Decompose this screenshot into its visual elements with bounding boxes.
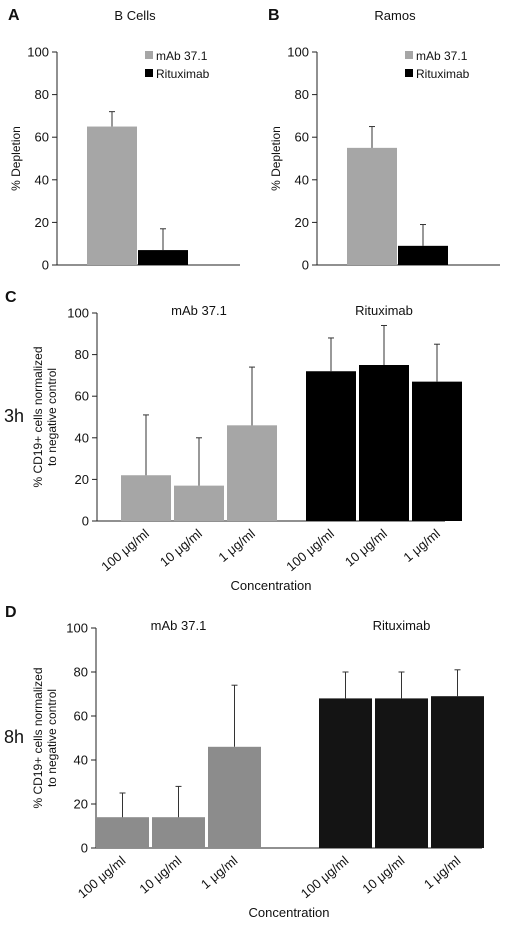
panel-b-y-tick-label: 40 [295,172,309,187]
panel-d-container: 0 20 40 60 80 100 D 8h % CD19+ cells normalized t… [0,600,520,929]
panel-b-y-tick-label: 80 [295,87,309,102]
panel-b-title: Ramos [374,8,416,23]
panel-a-title: B Cells [114,8,156,23]
panel-c-mab-bar [121,475,171,521]
panel-b-rituximab-bar [398,245,448,265]
panel-a-legend-swatch [145,69,153,77]
panel-c-rituximab-bar [306,371,356,521]
panel-c-y-tick-label: 60 [75,389,89,404]
panel-b-legend-swatch [405,69,413,77]
chart-b: 0 20 40 60 80 100 B Ramos % Depletion mAb 37.1 Rit… [268,7,500,273]
panel-c-y-axis-label-line1: % CD19+ cells normalized [31,346,45,487]
panel-a-y-axis-label: % Depletion [9,126,23,191]
panel-c-x-tick-label: 100 μg/ml [283,526,337,574]
panel-b-y-tick-label: 20 [295,215,309,230]
panel-c-y-tick-label: 0 [82,514,89,529]
panel-a-mab-bar [87,126,137,265]
panel-d-y-tick-label: 40 [74,753,88,768]
panel-b-legend-swatch [405,51,413,59]
panel-d-rituximab-bar [431,696,484,848]
panel-c-x-tick-label: 100 μg/ml [98,526,152,574]
panel-a-panel-label: A [8,7,20,24]
panel-d-y-tick-label: 0 [81,841,88,856]
panel-d-panel-label: D [5,604,17,621]
panel-a-y-tick-label: 0 [42,258,49,273]
panel-a-y-tick-label: 60 [35,130,49,145]
panel-d-x-tick-label: 100 μg/ml [298,853,352,901]
panel-a-legend-swatch [145,51,153,59]
panel-d-x-tick-label: 10 μg/ml [359,853,407,897]
panel-d-x-tick-label: 1 μg/ml [198,853,241,892]
panel-c-time-label: 3h [4,406,24,426]
chart-c: 0 20 40 60 80 100 C 3h % CD19+ cells normalized t… [4,289,462,593]
panel-d-y-tick-label: 20 [74,797,88,812]
panel-a-y-tick-label: 20 [35,215,49,230]
panel-a-legend-label: Rituximab [156,67,210,81]
panel-a-y-tick-label: 40 [35,172,49,187]
panel-c-y-tick-label: 40 [75,430,89,445]
chart-d: 0 20 40 60 80 100 D 8h % CD19+ cells normalized t… [4,604,484,920]
panel-c-rituximab-bar [359,365,409,521]
panel-b-legend-label: Rituximab [416,67,470,81]
panel-a-container: 0 20 40 60 80 100 A B Cells % Depletion mAb 37.1 R… [0,0,260,285]
panel-d-mab-bar [208,746,261,848]
panel-c-y-axis-label-line2: to negative control [45,368,59,466]
panel-c-x-tick-label: 1 μg/ml [215,526,258,565]
panel-b-container: 0 20 40 60 80 100 B Ramos % Depletion mAb 37.1 Rit… [260,0,520,285]
panel-c-mab-bar [174,485,224,521]
panel-b-y-tick-label: 60 [295,130,309,145]
panel-a-y-tick-label: 100 [27,45,49,60]
chart-a: 0 20 40 60 80 100 A B Cells % Depletion mAb 37.1 R… [8,7,240,273]
panel-c-y-tick-label: 100 [67,306,89,321]
panel-c-x-tick-label: 10 μg/ml [157,526,205,570]
panel-d-rituximab-bar [319,698,372,848]
panel-b-panel-label: B [268,7,280,24]
panel-d-x-tick-label: 100 μg/ml [75,853,129,901]
panel-c-group-title: Rituximab [355,303,413,318]
panel-c-y-tick-label: 20 [75,472,89,487]
panel-a-legend-label: mAb 37.1 [156,49,208,63]
panel-c-y-tick-label: 80 [75,347,89,362]
panel-d-y-tick-label: 100 [66,621,88,636]
panel-c-group-title: mAb 37.1 [171,303,227,318]
panel-d-mab-bar [152,817,205,848]
panel-b-y-tick-label: 100 [287,45,309,60]
panel-b-y-tick-label: 0 [302,258,309,273]
panel-d-mab-bar [96,817,149,848]
panel-d-y-tick-label: 60 [74,709,88,724]
panel-d-y-axis-label-line2: to negative control [45,689,59,787]
panel-d-group-title: mAb 37.1 [151,618,207,633]
panel-c-x-tick-label: 10 μg/ml [342,526,390,570]
panel-c-x-tick-label: 1 μg/ml [400,526,443,565]
panel-c-rituximab-bar [412,381,462,521]
panel-d-rituximab-bar [375,698,428,848]
panel-d-y-axis-label-line1: % CD19+ cells normalized [31,667,45,808]
panel-c-panel-label: C [5,289,17,306]
panel-b-legend-label: mAb 37.1 [416,49,468,63]
panel-d-y-tick-label: 80 [74,665,88,680]
panel-c-x-axis-label: Concentration [231,578,312,593]
panel-c-container: 0 20 40 60 80 100 C 3h % CD19+ cells normalized t… [0,285,520,600]
panel-c-mab-bar [227,425,277,521]
panel-d-x-tick-label: 10 μg/ml [136,853,184,897]
panel-d-x-tick-label: 1 μg/ml [421,853,464,892]
panel-b-y-axis-label: % Depletion [269,126,283,191]
panel-d-time-label: 8h [4,727,24,747]
panel-a-y-tick-label: 80 [35,87,49,102]
panel-d-x-axis-label: Concentration [249,905,330,920]
panel-b-mab-bar [347,147,397,265]
panel-d-group-title: Rituximab [373,618,431,633]
panel-a-rituximab-bar [138,250,188,265]
